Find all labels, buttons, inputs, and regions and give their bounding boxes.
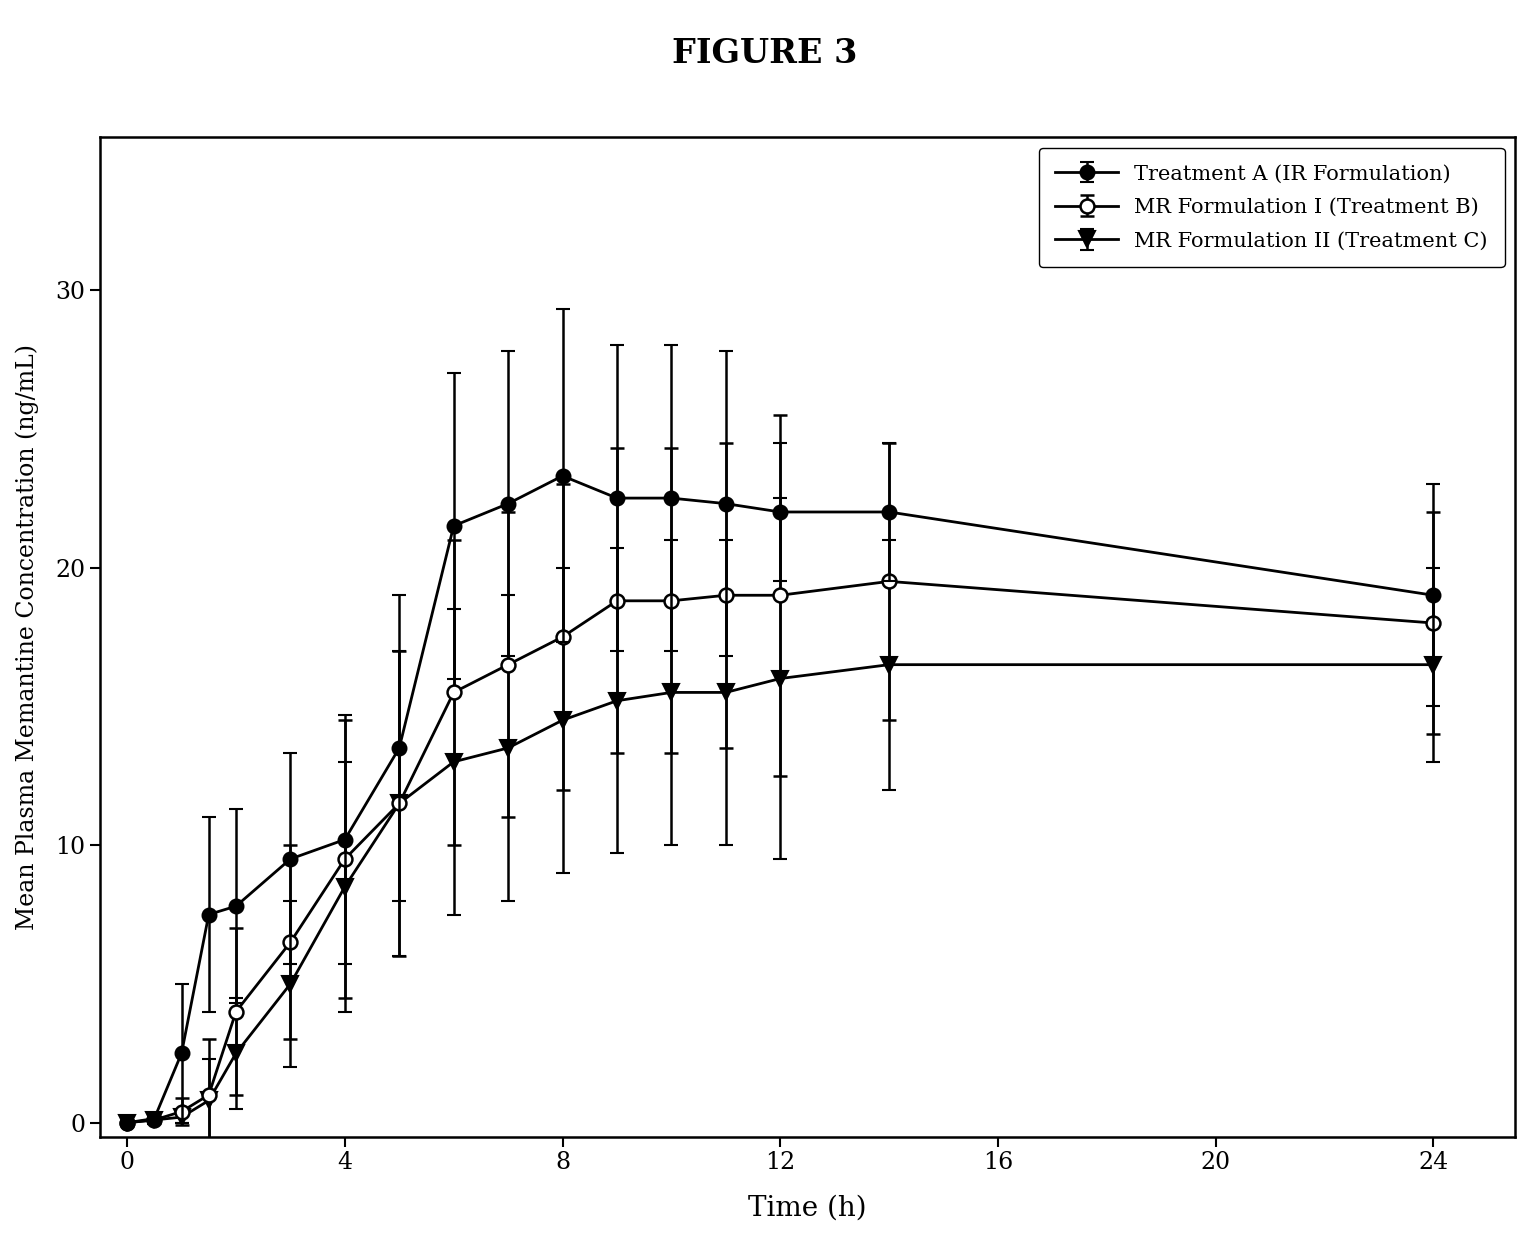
Text: FIGURE 3: FIGURE 3 bbox=[672, 37, 858, 71]
X-axis label: Time (h): Time (h) bbox=[748, 1195, 868, 1222]
Legend: Treatment A (IR Formulation), MR Formulation I (Treatment B), MR Formulation II : Treatment A (IR Formulation), MR Formula… bbox=[1039, 147, 1504, 267]
Y-axis label: Mean Plasma Memantine Concentration (ng/mL): Mean Plasma Memantine Concentration (ng/… bbox=[15, 344, 38, 930]
